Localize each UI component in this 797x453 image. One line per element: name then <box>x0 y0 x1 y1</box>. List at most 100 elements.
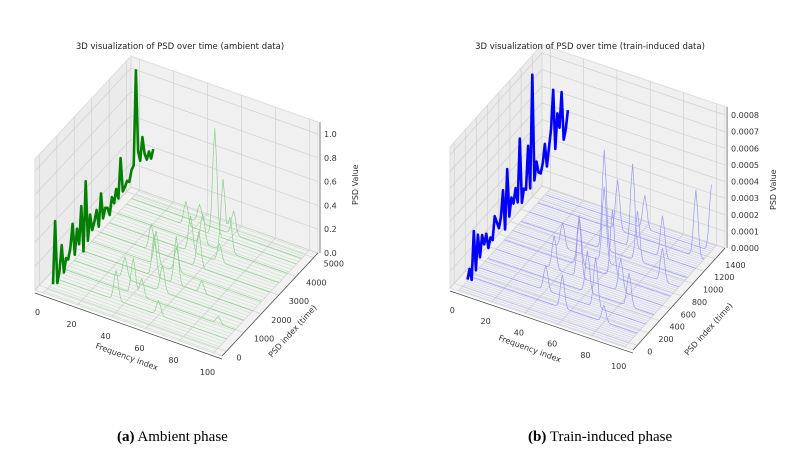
x-tick-label: 60 <box>134 344 144 353</box>
caption-text: Ambient phase <box>134 429 228 445</box>
trace-line <box>91 230 262 302</box>
trace-line <box>111 219 282 280</box>
caption-text: Train-induced phase <box>546 429 673 445</box>
y-tick-label: 1000 <box>703 286 723 295</box>
y-tick-label: 0 <box>647 347 652 356</box>
grid-line <box>449 52 726 156</box>
trace-line <box>61 273 232 334</box>
trace-line <box>486 259 654 316</box>
train-induced-chart: 3D visualization of PSD over time (train… <box>449 42 778 371</box>
trace-line <box>75 258 246 319</box>
trace-line <box>482 264 649 322</box>
trace-line <box>491 254 658 311</box>
trace-line <box>494 250 661 308</box>
chart-title: 3D visualization of PSD over time (ambie… <box>76 42 284 52</box>
trace-line <box>466 281 634 339</box>
trace-line <box>460 288 628 345</box>
trace-line <box>480 266 648 323</box>
trace-line <box>462 286 629 344</box>
z-tick-label: 0.0000 <box>731 244 759 253</box>
trace-line <box>528 213 695 271</box>
trace-line <box>517 225 684 282</box>
ambient-chart: 3D visualization of PSD over time (ambie… <box>34 42 360 377</box>
trace-line <box>68 265 239 327</box>
trace-line <box>135 193 306 255</box>
z-tick-label: 0.0008 <box>731 111 759 120</box>
y-tick-label: 5000 <box>324 260 344 269</box>
z-tick-label: 0.0005 <box>731 161 759 170</box>
grid-line <box>449 152 726 256</box>
trace-line <box>128 201 299 262</box>
y-tick-label: 200 <box>658 335 673 344</box>
trace-line <box>503 240 671 298</box>
trace-line <box>538 201 706 259</box>
trace-line <box>504 209 671 297</box>
x-axis-label: Frequency index <box>497 333 562 364</box>
caption-label: (a) <box>117 429 135 445</box>
trace-line <box>511 232 678 289</box>
trace-line <box>119 211 290 273</box>
x-axis-label: Frequency index <box>94 341 159 372</box>
grid-line <box>34 186 319 291</box>
x-tick-label: 100 <box>200 368 215 377</box>
trace-line <box>543 196 710 254</box>
z-tick-label: 0.0006 <box>731 144 759 153</box>
trace-line <box>104 227 275 288</box>
trace-line <box>506 237 674 294</box>
y-axis-line <box>632 247 726 351</box>
trace-line <box>505 238 672 296</box>
trace-line <box>540 199 707 257</box>
trace-line <box>532 208 700 265</box>
trace-line <box>509 233 677 291</box>
trace-line <box>107 224 278 285</box>
x-tick-label: 20 <box>481 317 491 326</box>
trace-line <box>468 279 635 337</box>
trace-line <box>537 179 705 260</box>
trace-line <box>54 281 225 342</box>
z-tick-label: 0.0002 <box>731 211 759 220</box>
chart-title: 3D visualization of PSD over time (train… <box>475 42 705 52</box>
trace-line <box>73 255 245 321</box>
trace-line <box>108 215 280 284</box>
x-tick-label: 0 <box>35 308 40 317</box>
trace-line <box>102 229 273 291</box>
trace-line <box>47 288 218 350</box>
z-tick-label: 0.0 <box>324 249 337 258</box>
caption-a: (a) Ambient phase <box>117 429 228 446</box>
trace-line <box>131 198 302 259</box>
trace-line <box>470 274 638 334</box>
trace-line <box>131 198 302 260</box>
y-tick-label: 2000 <box>271 316 291 325</box>
y-tick-label: 400 <box>670 323 685 332</box>
highlight-series-line <box>51 69 155 285</box>
x-tick-label: 40 <box>514 328 524 337</box>
trace-line <box>474 272 641 330</box>
trace-line <box>479 257 646 325</box>
z-tick-label: 0.2 <box>324 225 337 234</box>
trace-line <box>541 198 709 255</box>
z-axis-label: PSD Value <box>769 169 778 210</box>
highlight-series-line <box>466 73 570 282</box>
trace-line <box>508 235 675 293</box>
trace-line <box>485 260 652 318</box>
y-tick-label: 800 <box>692 298 707 307</box>
z-tick-label: 0.0003 <box>731 194 759 203</box>
trace-line <box>82 234 253 312</box>
x-tick-label: 0 <box>450 306 455 315</box>
caption-b: (b) Train-induced phase <box>528 429 672 446</box>
trace-line <box>123 206 294 267</box>
trace-line <box>537 203 704 260</box>
trace-line <box>116 214 287 275</box>
caption-label: (b) <box>528 429 547 445</box>
grid-line <box>34 115 319 219</box>
x-axis-line <box>34 292 223 360</box>
trace-line <box>92 240 263 301</box>
z-tick-label: 0.0007 <box>731 128 759 137</box>
trace-line <box>549 189 717 247</box>
trace-line <box>100 223 271 293</box>
trace-line <box>44 291 215 352</box>
trace-line <box>489 255 657 313</box>
trace-line <box>547 191 715 248</box>
trace-line <box>117 178 288 274</box>
